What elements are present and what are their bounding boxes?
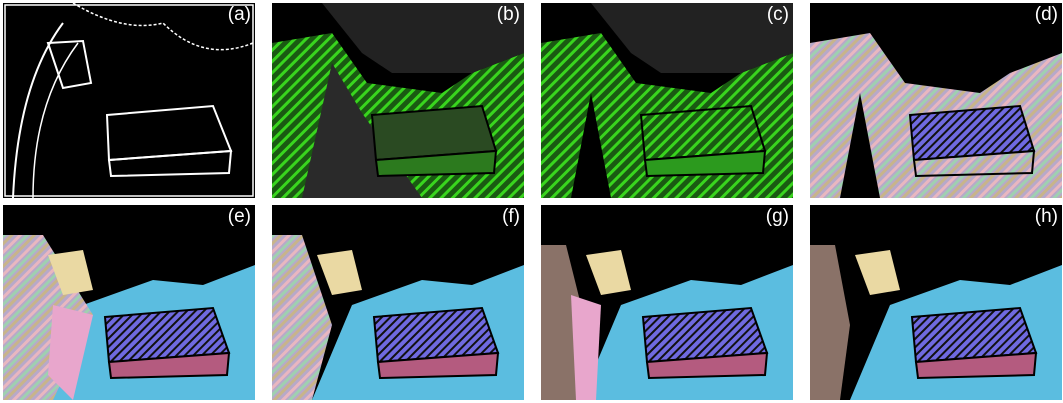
panel-label: (e) xyxy=(228,206,251,227)
figure: (a) (b) (c) (d) (e) (f) (g) (h) xyxy=(0,0,1063,403)
panel-label: (b) xyxy=(497,4,520,25)
panel: (b) xyxy=(272,3,524,198)
panel-label: (d) xyxy=(1035,4,1058,25)
panel-label: (a) xyxy=(228,4,251,25)
panel: (f) xyxy=(272,205,524,400)
panel-label: (c) xyxy=(767,4,789,25)
panel: (d) xyxy=(810,3,1062,198)
panel: (c) xyxy=(541,3,793,198)
panel-label: (f) xyxy=(502,206,520,227)
panel: (a) xyxy=(3,3,255,198)
panel: (g) xyxy=(541,205,793,400)
panel: (e) xyxy=(3,205,255,400)
panel: (h) xyxy=(810,205,1062,400)
panel-label: (g) xyxy=(766,206,789,227)
panel-label: (h) xyxy=(1035,206,1058,227)
